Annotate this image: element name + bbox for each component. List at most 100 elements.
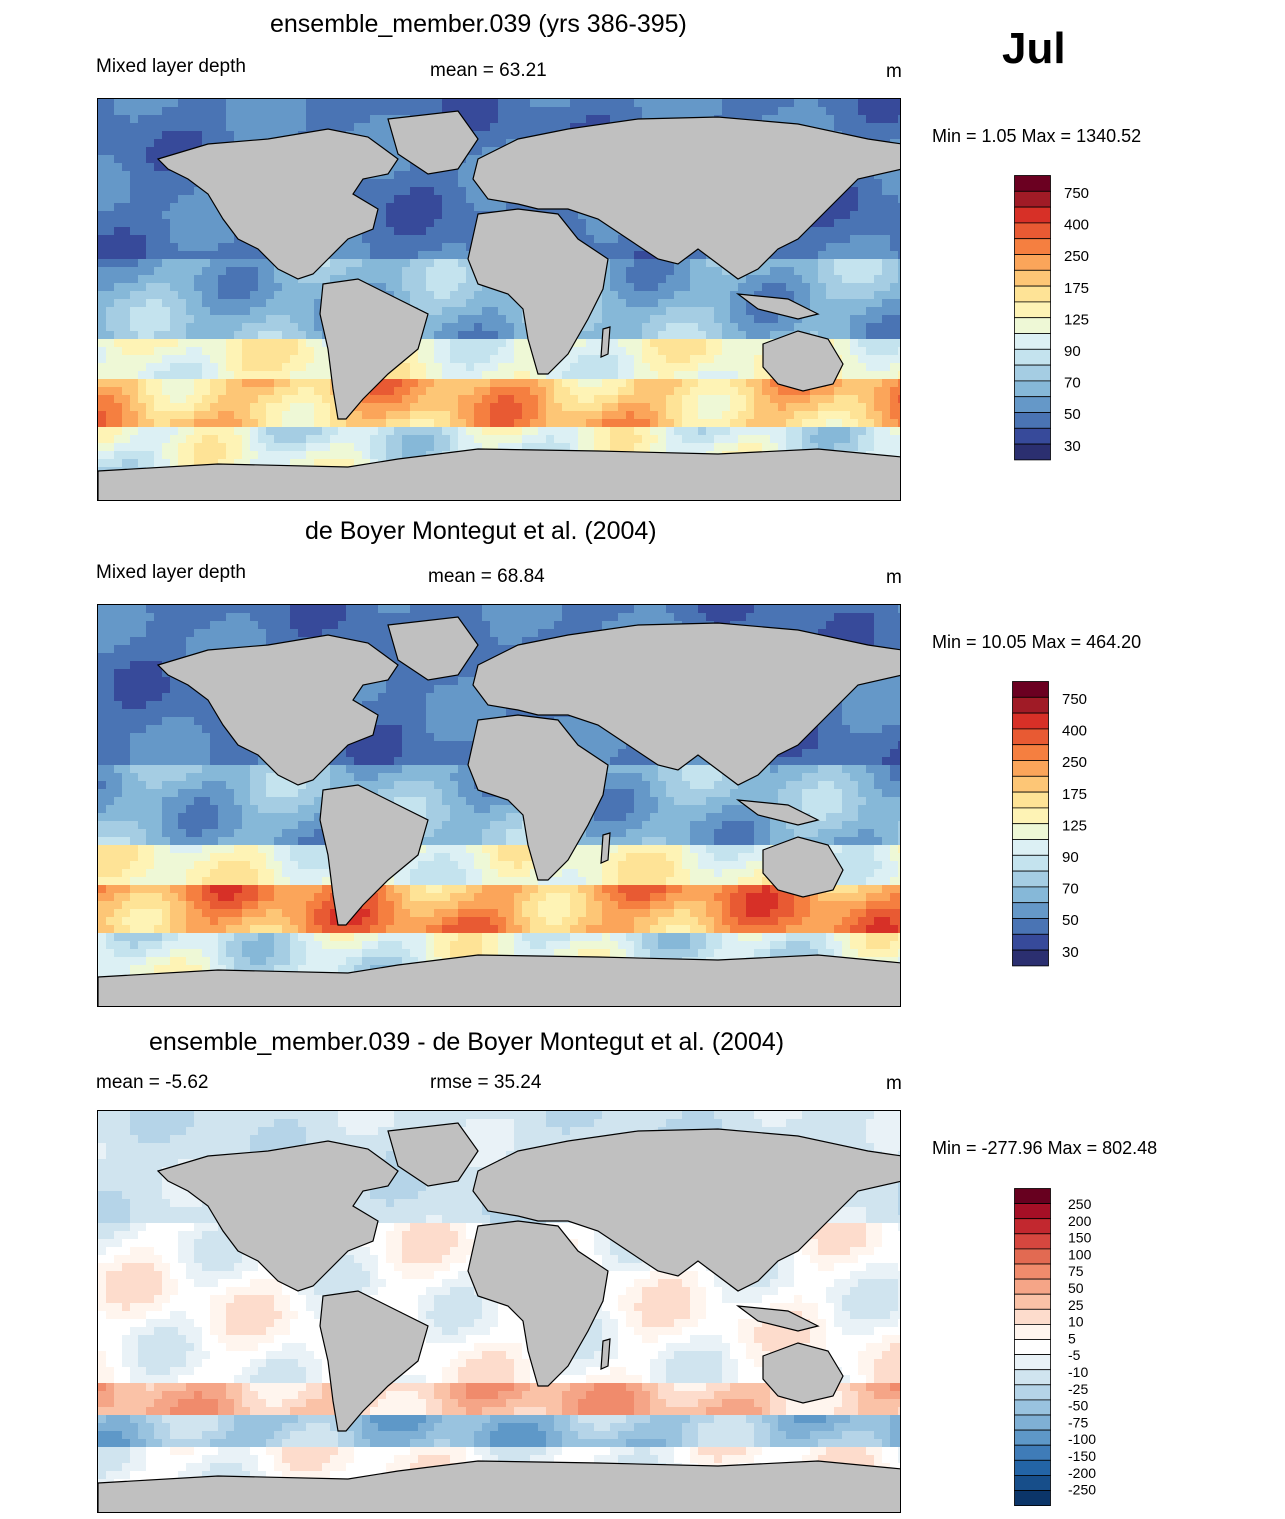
colorbar-box bbox=[1012, 760, 1049, 777]
colorbar-box bbox=[1014, 285, 1051, 303]
colorbar-box bbox=[1014, 206, 1051, 224]
colorbar-tick-label: 250 bbox=[1064, 248, 1089, 265]
colorbar-tick-label: 90 bbox=[1062, 849, 1079, 866]
landmass-antarctica bbox=[98, 1460, 900, 1512]
landmass-australia bbox=[762, 330, 844, 392]
colorbar-box bbox=[1014, 1263, 1051, 1280]
colorbar-box bbox=[1014, 1278, 1051, 1295]
colorbar-box bbox=[1014, 1429, 1051, 1446]
colorbar-box bbox=[1014, 1459, 1051, 1476]
panel-center-label-obs: mean = 68.84 bbox=[428, 566, 545, 587]
colorbar-box bbox=[1014, 301, 1051, 319]
landmass-northAmerica bbox=[156, 634, 399, 786]
colorbar-tick-label: 30 bbox=[1062, 944, 1079, 961]
colorbar-tick-label: 100 bbox=[1068, 1246, 1092, 1262]
colorbar-tick-label: 125 bbox=[1064, 311, 1089, 328]
colorbar-box bbox=[1014, 396, 1051, 413]
colorbar-box bbox=[1014, 254, 1051, 271]
minmax-obs: Min = 10.05 Max = 464.20 bbox=[932, 632, 1142, 652]
colorbar-box bbox=[1012, 823, 1049, 840]
colorbar-tick-label: 175 bbox=[1064, 280, 1089, 297]
colorbar-box bbox=[1014, 269, 1051, 287]
colorbar-tick-label: 175 bbox=[1062, 786, 1087, 803]
colorbar-tick-label: -200 bbox=[1068, 1465, 1096, 1481]
colorbar-tick-label: 25 bbox=[1068, 1297, 1084, 1313]
colorbar-box bbox=[1014, 222, 1051, 240]
colorbar-obs: 7504002501751259070503010 bbox=[1012, 681, 1122, 992]
colorbar-tick-label: 400 bbox=[1062, 723, 1087, 740]
colorbar-tick-label: 70 bbox=[1062, 881, 1079, 898]
landmass-greenland bbox=[387, 1122, 479, 1187]
panel-left-label-model: Mixed layer depth bbox=[96, 56, 246, 77]
panel-left-label-diff: mean = -5.62 bbox=[96, 1072, 209, 1093]
colorbar-box bbox=[1012, 854, 1049, 872]
colorbar-tick-label: 125 bbox=[1062, 817, 1087, 834]
colorbar-box bbox=[1012, 918, 1049, 935]
colorbar-box bbox=[1014, 1399, 1051, 1416]
landmass-africa bbox=[467, 208, 609, 375]
colorbar-box bbox=[1014, 1218, 1051, 1235]
colorbar-box bbox=[1014, 1308, 1051, 1325]
landmass-madagascar bbox=[600, 832, 611, 864]
colorbar-tick-label: -75 bbox=[1068, 1414, 1088, 1430]
colorbar-box bbox=[1014, 380, 1051, 398]
colorbar-tick-label: 30 bbox=[1064, 438, 1081, 455]
colorbar-box bbox=[1014, 1474, 1051, 1491]
landmass-northAmerica bbox=[156, 1140, 399, 1292]
landmass-antarctica bbox=[98, 954, 900, 1006]
colorbar-box bbox=[1014, 364, 1051, 382]
landmass-antarctica bbox=[98, 448, 900, 500]
colorbar-box bbox=[1012, 839, 1049, 856]
minmax-model: Min = 1.05 Max = 1340.52 bbox=[932, 126, 1142, 146]
colorbar-box bbox=[1014, 348, 1051, 366]
colorbar-box bbox=[1012, 870, 1049, 888]
colorbar-box bbox=[1014, 1293, 1051, 1310]
colorbar-box bbox=[1014, 412, 1051, 429]
colorbar-tick-label: 400 bbox=[1064, 217, 1089, 234]
colorbar-box bbox=[1014, 1339, 1051, 1356]
colorbar-box bbox=[1012, 886, 1049, 904]
panel-units-model: m bbox=[886, 61, 902, 82]
colorbar-tick-label: -5 bbox=[1068, 1347, 1081, 1363]
landmass-australia bbox=[762, 836, 844, 898]
colorbar-box bbox=[1012, 791, 1049, 809]
colorbar-tick-label: 90 bbox=[1064, 343, 1081, 360]
landmass-indonesia bbox=[735, 1305, 820, 1332]
colorbar-box bbox=[1014, 238, 1051, 255]
colorbar-tick-label: 5 bbox=[1068, 1330, 1076, 1346]
colorbar-box bbox=[1014, 1203, 1051, 1220]
colorbar-box bbox=[1012, 696, 1049, 714]
map-obs bbox=[97, 604, 901, 1007]
colorbar-tick-label: 50 bbox=[1068, 1280, 1084, 1296]
landmass-southAmerica bbox=[319, 1290, 429, 1432]
colorbar-box bbox=[1012, 807, 1049, 825]
colorbar-diff: 250 200 150 100 75 50 25 10 5 -5 -10 -25 -50 -75 -100-… bbox=[1014, 1188, 1124, 1512]
colorbar-box bbox=[1014, 1414, 1051, 1431]
landmass-indonesia bbox=[735, 293, 820, 320]
colorbar-tick-label: -100 bbox=[1068, 1431, 1096, 1447]
colorbar-tick-label: 75 bbox=[1068, 1263, 1084, 1279]
map-model bbox=[97, 98, 901, 501]
colorbar-box bbox=[1014, 1354, 1051, 1371]
landmass-madagascar bbox=[600, 1338, 611, 1370]
colorbar-box bbox=[1014, 1323, 1051, 1340]
panel-title-model: ensemble_member.039 (yrs 386-395) bbox=[270, 10, 687, 38]
colorbar-tick-label: -150 bbox=[1068, 1448, 1096, 1464]
landmass-indonesia bbox=[735, 799, 820, 826]
colorbar-tick-label: 250 bbox=[1062, 754, 1087, 771]
month-label: Jul bbox=[1002, 24, 1066, 73]
colorbar-tick-label: -25 bbox=[1068, 1381, 1088, 1397]
colorbar-tick-label: 50 bbox=[1064, 406, 1081, 423]
colorbar-model: 7504002501751259070503010 bbox=[1014, 175, 1124, 486]
colorbar-tick-label: 750 bbox=[1064, 185, 1089, 202]
colorbar-box bbox=[1014, 1233, 1051, 1250]
colorbar-box bbox=[1014, 190, 1051, 208]
colorbar-tick-label: 200 bbox=[1068, 1213, 1092, 1229]
landmass-southAmerica bbox=[319, 784, 429, 926]
colorbar-box bbox=[1014, 443, 1051, 461]
colorbar-box bbox=[1012, 933, 1049, 951]
colorbar-tick-label: 750 bbox=[1062, 691, 1087, 708]
landmass-africa bbox=[467, 714, 609, 881]
colorbar-box bbox=[1014, 1369, 1051, 1386]
colorbar-box bbox=[1014, 1444, 1051, 1461]
